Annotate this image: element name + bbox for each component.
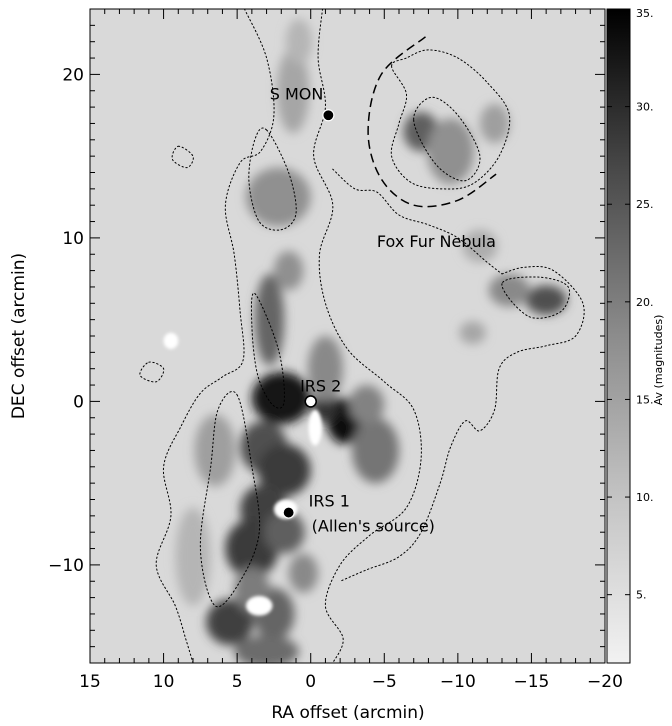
density-blob (263, 510, 305, 554)
x-tick-label: 15 (79, 672, 101, 692)
annotation-fox-fur-nebula: Fox Fur Nebula (377, 232, 496, 251)
colorbar-ticks (607, 8, 630, 596)
av-contours (139, 9, 585, 663)
source-sublabel-irs-1: (Allen's source) (312, 517, 435, 536)
av-contour-line (339, 266, 585, 582)
density-blob (462, 229, 498, 263)
density-blob (459, 321, 486, 345)
y-tick-label: 0 (73, 392, 84, 412)
low-extinction-cavity (163, 332, 179, 350)
source-label-s-mon: S MON (270, 84, 324, 103)
av-contour-line (501, 276, 571, 319)
density-blob (479, 103, 510, 144)
axis-ticks (89, 8, 606, 664)
density-blob (288, 553, 319, 593)
source-markers (282, 109, 335, 519)
density-blob (234, 635, 299, 663)
dashed-arc (367, 36, 497, 208)
source-label-irs-1: IRS 1 (309, 492, 350, 511)
x-tick-label: 5 (232, 672, 243, 692)
av-contour-line (250, 292, 285, 409)
source-marker (282, 506, 295, 519)
colorbar-tick-label: 35. (636, 7, 654, 20)
y-tick-label: 20 (62, 65, 84, 85)
x-tick-label: 0 (305, 672, 316, 692)
av-contour-line (155, 9, 275, 663)
x-tick-labels: 15 10 5 0 −5 −10 −15 −20 (79, 672, 623, 692)
source-marker (304, 395, 318, 408)
colorbar-title: Av (magnitudes) (652, 315, 665, 406)
colorbar-gradient (606, 8, 631, 664)
density-blob (348, 385, 385, 425)
colorbar-tick-label: 20. (636, 296, 654, 309)
av-contour-line (199, 390, 261, 608)
density-blob (194, 414, 236, 487)
colorbar-tick-label: 30. (636, 101, 654, 114)
y-tick-labels: 20 10 0 −10 (48, 65, 84, 576)
av-contour-line (413, 96, 481, 182)
density-blob (206, 599, 254, 646)
x-axis-title: RA offset (arcmin) (271, 703, 424, 723)
x-tick-label: −15 (513, 672, 549, 692)
av-contour-line (390, 49, 511, 190)
density-blob (351, 417, 400, 484)
x-tick-label: 10 (153, 672, 175, 692)
x-tick-label: −5 (372, 672, 397, 692)
low-extinction-cavity (245, 595, 273, 616)
av-contour-line (332, 168, 503, 275)
av-contour-line (313, 9, 422, 663)
colorbar-tick-label: 5. (636, 589, 647, 602)
x-tick-label: −10 (440, 672, 476, 692)
density-blob (488, 273, 530, 307)
density-blob (285, 18, 313, 65)
density-blob (245, 167, 311, 227)
density-blob (273, 250, 304, 291)
colorbar-tick-label: 25. (636, 198, 654, 211)
density-blob (251, 371, 311, 425)
density-blob (525, 285, 567, 315)
colorbar: 5. 10. 15. 20. 25. 30. 35. Av (magnitude… (606, 7, 665, 664)
y-tick-label: −10 (48, 556, 84, 576)
av-contour-line (248, 127, 297, 231)
colorbar-tick-label: 10. (636, 491, 654, 504)
y-tick-label: 10 (62, 229, 84, 249)
density-blob (175, 507, 211, 606)
source-label-irs-2: IRS 2 (300, 376, 341, 395)
density-blob (426, 118, 475, 184)
av-contour-line (171, 145, 194, 169)
av-contour-line (139, 361, 165, 383)
density-blob (254, 273, 285, 366)
source-marker (322, 109, 335, 122)
density-blob (276, 48, 310, 134)
colorbar-tick-label: 15. (636, 393, 654, 406)
low-extinction-cavity (308, 409, 322, 446)
density-blob (257, 443, 311, 497)
y-axis-title: DEC offset (arcmin) (9, 253, 29, 419)
density-blob (307, 336, 344, 402)
x-tick-label: −20 (587, 672, 623, 692)
